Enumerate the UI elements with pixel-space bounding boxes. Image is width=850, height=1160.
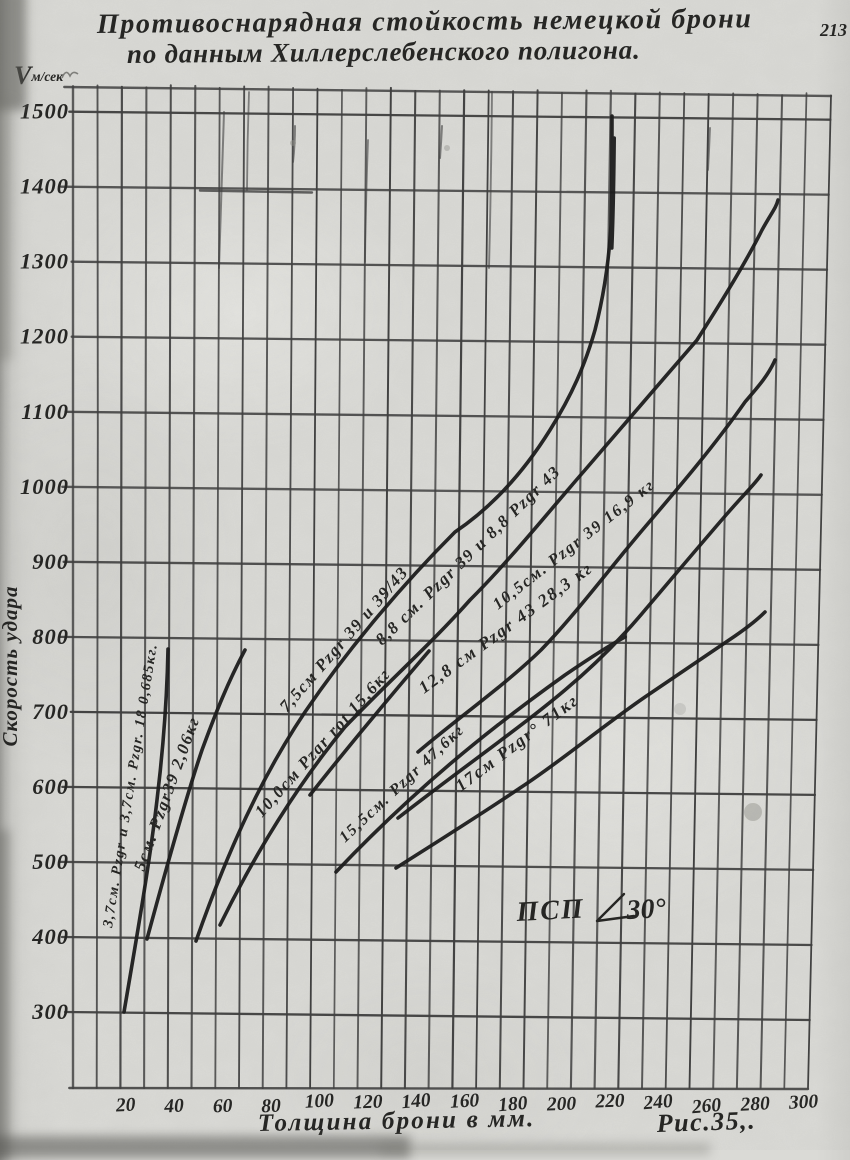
- svg-text:120: 120: [353, 1091, 383, 1113]
- svg-text:180: 180: [497, 1093, 528, 1116]
- svg-text:213: 213: [819, 20, 847, 40]
- svg-text:140: 140: [401, 1090, 432, 1113]
- svg-text:800: 800: [32, 624, 69, 649]
- svg-text:400: 400: [31, 924, 69, 949]
- svg-text:240: 240: [642, 1091, 674, 1115]
- svg-text:Рис.35,.: Рис.35,.: [655, 1106, 756, 1138]
- svg-text:1100: 1100: [21, 399, 69, 424]
- svg-text:160: 160: [449, 1090, 480, 1113]
- svg-text:1400: 1400: [20, 174, 69, 199]
- svg-text:по данным Хиллерслебенского: по данным Хиллерслебенского полигона.: [127, 35, 641, 69]
- svg-text:200: 200: [546, 1093, 577, 1115]
- svg-text:280: 280: [739, 1093, 771, 1116]
- svg-text:300: 300: [31, 999, 69, 1024]
- svg-text:Толщина брони в мм.: Толщина брони в мм.: [258, 1105, 536, 1137]
- svg-text:1500: 1500: [20, 99, 69, 124]
- svg-text:1000: 1000: [20, 474, 69, 499]
- svg-text:1300: 1300: [20, 249, 69, 274]
- svg-text:500: 500: [32, 849, 69, 874]
- svg-text:260: 260: [690, 1095, 722, 1119]
- svg-text:100: 100: [304, 1090, 335, 1113]
- svg-text:20: 20: [114, 1094, 136, 1116]
- svg-text:60: 60: [213, 1096, 233, 1118]
- svg-text:80: 80: [261, 1096, 281, 1118]
- svg-text:Противоснарядная стойкость н: Противоснарядная стойкость немецкой брон…: [96, 3, 753, 40]
- svg-text:300: 300: [787, 1091, 819, 1114]
- svg-text:220: 220: [594, 1090, 625, 1112]
- svg-text:40: 40: [163, 1095, 185, 1117]
- svg-text:30°: 30°: [625, 893, 667, 926]
- svg-text:1200: 1200: [20, 324, 69, 349]
- svg-text:600: 600: [32, 774, 69, 799]
- svg-text:ПСП: ПСП: [515, 893, 586, 928]
- svg-text:Скорость удара: Скорость удара: [0, 585, 22, 746]
- svg-text:900: 900: [32, 549, 69, 574]
- svg-text:700: 700: [32, 699, 69, 724]
